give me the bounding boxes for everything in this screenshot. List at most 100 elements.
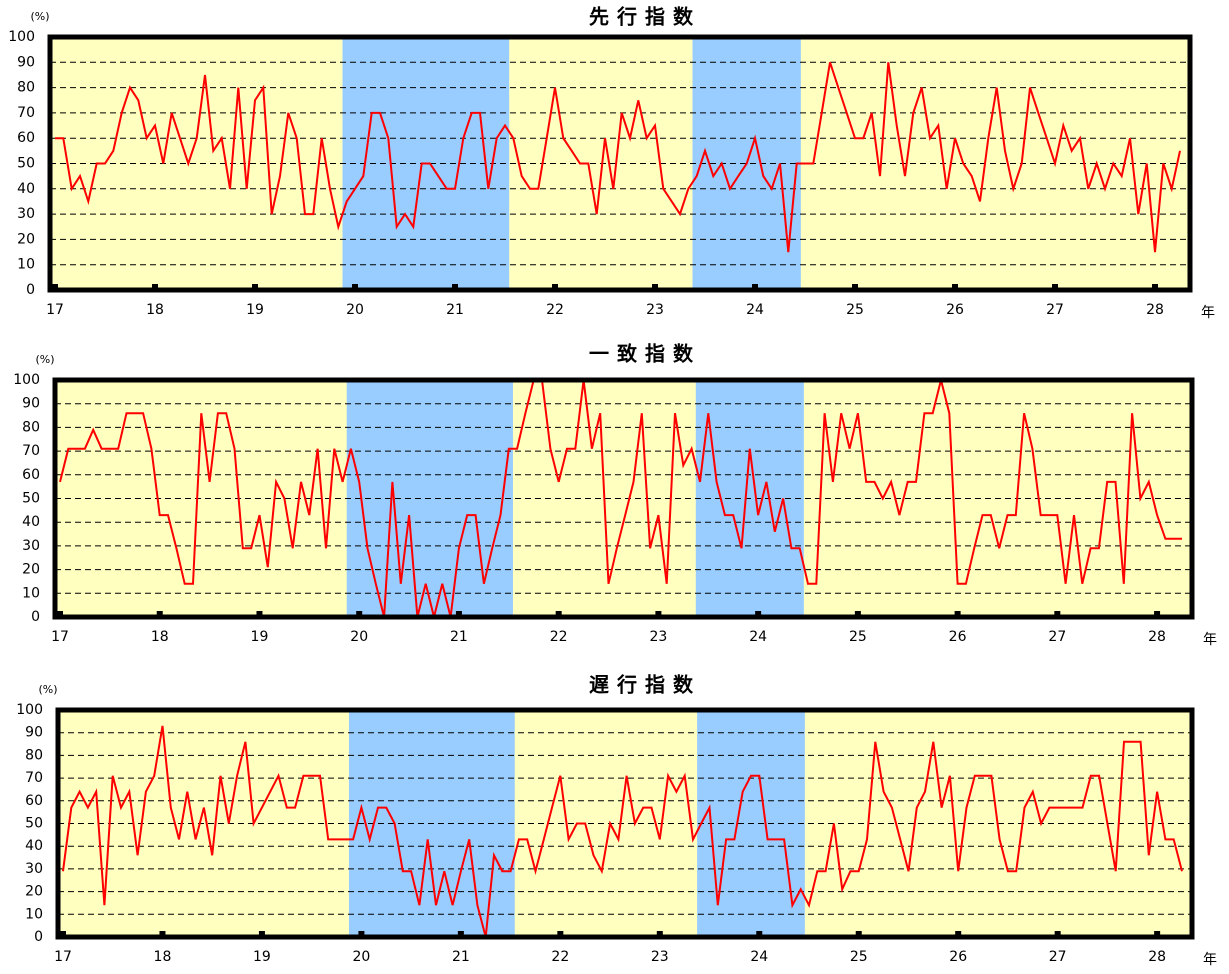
x-tick-label: 17 bbox=[54, 949, 72, 965]
y-tick-label: 90 bbox=[25, 725, 43, 741]
x-tick bbox=[557, 931, 564, 936]
y-tick-label: 70 bbox=[17, 105, 35, 121]
data-line bbox=[59, 379, 1182, 618]
x-tick-label: 27 bbox=[1048, 629, 1066, 645]
x-tick bbox=[855, 931, 862, 936]
x-tick bbox=[1152, 284, 1158, 289]
axis-unit: (%) bbox=[38, 683, 57, 696]
x-tick-label: 25 bbox=[849, 629, 867, 645]
y-tick-label: 30 bbox=[25, 861, 43, 877]
x-tick-label: 22 bbox=[551, 949, 569, 965]
y-tick-label: 20 bbox=[22, 562, 40, 578]
y-tick-label: 10 bbox=[25, 906, 43, 922]
y-tick-label: 100 bbox=[16, 702, 43, 718]
y-tick-label: 70 bbox=[22, 443, 40, 459]
x-tick-label: 28 bbox=[1148, 629, 1166, 645]
x-tick bbox=[1054, 931, 1061, 936]
x-tick-label: 25 bbox=[850, 949, 868, 965]
y-tick-label: 90 bbox=[22, 396, 40, 412]
y-tick-label: 70 bbox=[25, 770, 43, 786]
x-tick-label: 28 bbox=[1146, 302, 1164, 318]
x-tick bbox=[356, 611, 363, 616]
x-tick-label: 24 bbox=[746, 302, 764, 318]
x-tick-label: 20 bbox=[346, 302, 364, 318]
y-tick-label: 50 bbox=[22, 491, 40, 507]
x-tick-label: 17 bbox=[46, 302, 64, 318]
x-tick-label: 24 bbox=[750, 949, 768, 965]
y-tick-label: 50 bbox=[25, 816, 43, 832]
x-tick bbox=[159, 931, 166, 936]
y-tick-label: 20 bbox=[17, 231, 35, 247]
y-tick-label: 90 bbox=[17, 54, 35, 70]
x-tick-label: 26 bbox=[949, 949, 967, 965]
x-tick-label: 25 bbox=[846, 302, 864, 318]
x-tick-label: 18 bbox=[146, 302, 164, 318]
y-tick-label: 100 bbox=[8, 29, 35, 45]
chart-title: 遅行指数 bbox=[589, 673, 701, 697]
y-tick-label: 40 bbox=[17, 181, 35, 197]
x-tick bbox=[457, 931, 464, 936]
x-tick-label: 21 bbox=[450, 629, 468, 645]
y-tick-label: 50 bbox=[17, 156, 35, 172]
x-tick bbox=[452, 284, 458, 289]
y-tick-label: 0 bbox=[26, 282, 35, 298]
x-axis-label: 年 bbox=[1203, 952, 1217, 968]
axis-unit: (%) bbox=[30, 10, 49, 23]
x-axis-label: 年 bbox=[1203, 632, 1217, 648]
data-line bbox=[55, 61, 1181, 253]
data-line bbox=[62, 725, 1183, 938]
x-tick-label: 24 bbox=[749, 629, 767, 645]
x-tick-label: 28 bbox=[1148, 949, 1166, 965]
x-tick bbox=[756, 931, 763, 936]
x-axis-label: 年 bbox=[1201, 305, 1215, 321]
x-tick bbox=[655, 611, 662, 616]
y-tick-label: 80 bbox=[17, 80, 35, 96]
x-tick bbox=[455, 611, 462, 616]
x-tick-label: 23 bbox=[651, 949, 669, 965]
x-tick-label: 20 bbox=[350, 629, 368, 645]
y-tick-label: 10 bbox=[22, 585, 40, 601]
y-tick-label: 20 bbox=[25, 884, 43, 900]
x-tick bbox=[358, 931, 365, 936]
x-tick-label: 23 bbox=[646, 302, 664, 318]
plot-frame bbox=[55, 707, 1195, 940]
y-tick-label: 40 bbox=[25, 838, 43, 854]
x-tick bbox=[952, 284, 958, 289]
x-tick-label: 23 bbox=[649, 629, 667, 645]
x-tick-label: 22 bbox=[550, 629, 568, 645]
y-tick-label: 0 bbox=[34, 929, 43, 945]
y-tick-label: 60 bbox=[17, 130, 35, 146]
plot-background bbox=[55, 380, 1192, 617]
x-tick bbox=[555, 611, 562, 616]
x-tick bbox=[755, 611, 762, 616]
y-tick-label: 80 bbox=[25, 747, 43, 763]
x-tick bbox=[854, 611, 861, 616]
x-tick-label: 18 bbox=[154, 949, 172, 965]
x-tick-label: 21 bbox=[452, 949, 470, 965]
y-tick-label: 0 bbox=[31, 609, 40, 625]
y-tick-label: 60 bbox=[25, 793, 43, 809]
y-tick-label: 100 bbox=[13, 372, 40, 388]
x-tick bbox=[656, 931, 663, 936]
x-tick-label: 26 bbox=[946, 302, 964, 318]
x-tick-label: 20 bbox=[352, 949, 370, 965]
y-tick-label: 10 bbox=[17, 257, 35, 273]
x-tick-label: 27 bbox=[1046, 302, 1064, 318]
x-tick bbox=[60, 931, 66, 936]
y-tick-label: 30 bbox=[22, 538, 40, 554]
x-tick-label: 19 bbox=[246, 302, 264, 318]
x-tick bbox=[252, 284, 258, 289]
y-tick-label: 30 bbox=[17, 206, 35, 222]
x-tick bbox=[1154, 611, 1161, 616]
x-tick bbox=[57, 611, 63, 616]
axis-unit: (%) bbox=[35, 353, 54, 366]
plot-frame bbox=[52, 377, 1195, 620]
chart-title: 一致指数 bbox=[589, 342, 701, 366]
x-tick bbox=[752, 284, 758, 289]
x-tick-label: 21 bbox=[446, 302, 464, 318]
y-tick-label: 60 bbox=[22, 467, 40, 483]
x-tick-label: 26 bbox=[949, 629, 967, 645]
x-tick bbox=[552, 284, 558, 289]
